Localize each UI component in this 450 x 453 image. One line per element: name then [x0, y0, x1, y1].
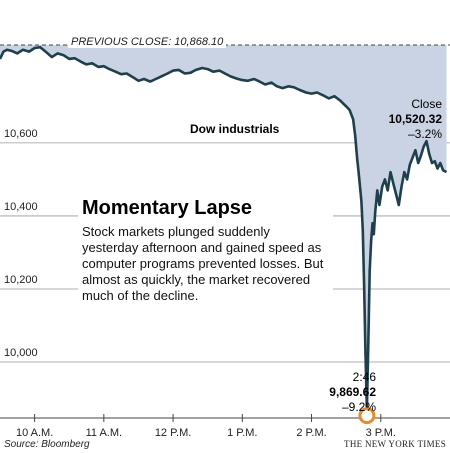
x-tick-label: 12 P.M.: [154, 427, 192, 439]
close-label: Close: [411, 97, 442, 111]
low-change: –9.2%: [341, 400, 376, 414]
x-tick-label: 2 P.M.: [296, 427, 327, 439]
chart-title: Momentary Lapse: [82, 197, 253, 219]
y-tick-label: 10,600: [4, 127, 38, 140]
close-annotation: Close 10,520.32 –3.2%: [389, 97, 442, 142]
x-tick-label: 11 A.M.: [85, 427, 123, 439]
low-marker: [358, 407, 376, 425]
y-tick-label: 10,200: [4, 273, 38, 286]
low-time: 2:46: [352, 370, 376, 384]
x-tick-label: 10 A.M.: [15, 427, 54, 439]
y-tick-label: 10,000: [4, 347, 38, 359]
low-annotation: 2:46 9,869.62 –9.2%: [318, 370, 376, 415]
decline-area: [0, 45, 447, 410]
y-tick-label: 10,400: [4, 200, 38, 213]
series-label: Dow industrials: [190, 122, 280, 136]
publisher-credit: THE NEW YORK TIMES: [344, 439, 446, 449]
chart-description: Stock markets plunged suddenly yesterday…: [82, 224, 324, 303]
x-tick-label: 1 P.M.: [227, 427, 258, 439]
close-value: 10,520.32: [388, 112, 442, 126]
close-change: –3.2%: [407, 127, 442, 141]
headline-box: Momentary Lapse Stock markets plunged su…: [78, 193, 333, 310]
x-tick-label: 3 P.M.: [365, 427, 396, 439]
previous-close-label: PREVIOUS CLOSE: 10,868.10: [68, 36, 227, 48]
series-line: [0, 45, 448, 411]
source-note: Source: Bloomberg: [4, 439, 90, 450]
low-value: 9,869.62: [329, 385, 376, 399]
